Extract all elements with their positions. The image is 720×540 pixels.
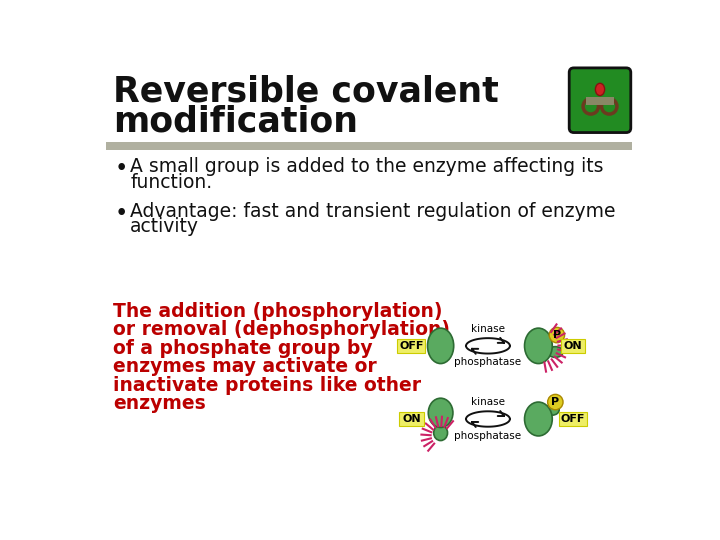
Text: inactivate proteins like other: inactivate proteins like other <box>113 376 421 395</box>
Text: The addition (phosphorylation): The addition (phosphorylation) <box>113 302 443 321</box>
Ellipse shape <box>428 328 454 363</box>
Text: enzymes: enzymes <box>113 394 206 413</box>
Text: of a phosphate group by: of a phosphate group by <box>113 339 373 358</box>
Text: P: P <box>552 397 559 407</box>
Text: P: P <box>553 330 561 340</box>
Text: ON: ON <box>402 414 420 424</box>
Text: Reversible covalent: Reversible covalent <box>113 74 499 108</box>
FancyBboxPatch shape <box>561 339 585 353</box>
Ellipse shape <box>548 347 563 357</box>
Text: A small group is added to the enzyme affecting its: A small group is added to the enzyme aff… <box>130 157 604 176</box>
Text: phosphatase: phosphatase <box>454 430 521 441</box>
Ellipse shape <box>545 404 559 415</box>
Text: •: • <box>115 202 128 225</box>
Text: OFF: OFF <box>399 341 423 351</box>
Text: enzymes may activate or: enzymes may activate or <box>113 357 377 376</box>
Text: activity: activity <box>130 217 199 237</box>
Ellipse shape <box>525 402 552 436</box>
FancyBboxPatch shape <box>586 97 614 105</box>
Text: ON: ON <box>564 341 582 351</box>
Text: or removal (dephosphorylation): or removal (dephosphorylation) <box>113 320 451 340</box>
Text: Advantage: fast and transient regulation of enzyme: Advantage: fast and transient regulation… <box>130 202 616 221</box>
Circle shape <box>548 394 563 410</box>
FancyBboxPatch shape <box>559 412 587 426</box>
FancyBboxPatch shape <box>106 142 632 150</box>
Ellipse shape <box>525 328 552 363</box>
Text: phosphatase: phosphatase <box>454 357 521 367</box>
Text: kinase: kinase <box>471 325 505 334</box>
Text: OFF: OFF <box>561 414 585 424</box>
Ellipse shape <box>433 425 448 441</box>
Text: •: • <box>115 157 128 180</box>
Ellipse shape <box>428 398 453 428</box>
FancyBboxPatch shape <box>570 68 631 132</box>
Ellipse shape <box>595 83 605 96</box>
Text: function.: function. <box>130 173 212 192</box>
FancyBboxPatch shape <box>399 412 423 426</box>
FancyBboxPatch shape <box>397 339 426 353</box>
Text: kinase: kinase <box>471 397 505 408</box>
Text: modification: modification <box>113 105 359 139</box>
Circle shape <box>549 327 564 343</box>
